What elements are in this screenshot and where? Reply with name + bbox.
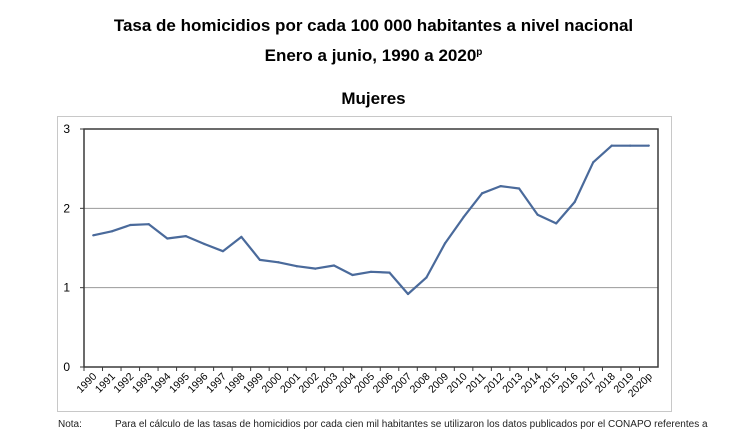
data-point-2013 bbox=[518, 187, 521, 190]
data-point-1990 bbox=[92, 234, 95, 237]
data-point-2010 bbox=[462, 215, 465, 219]
data-point-2018 bbox=[610, 144, 613, 147]
data-point-1998 bbox=[240, 235, 243, 238]
data-point-2005 bbox=[369, 270, 373, 273]
chart-title: Tasa de homicidios por cada 100 000 habi… bbox=[113, 16, 634, 35]
data-point-2001 bbox=[295, 265, 299, 268]
y-tick-label: 0 bbox=[63, 360, 70, 374]
chart-subtitle: Enero a junio, 1990 a 2020p bbox=[0, 46, 747, 66]
data-point-1992 bbox=[129, 223, 132, 227]
chart-frame bbox=[57, 116, 672, 412]
plot-area-border bbox=[83, 128, 659, 368]
data-point-1993 bbox=[147, 223, 150, 226]
data-point-2011 bbox=[480, 192, 484, 195]
data-points bbox=[92, 144, 650, 296]
y-axis: 0 1 2 3 bbox=[63, 122, 84, 374]
grid-layer bbox=[84, 207, 658, 289]
data-point-1997 bbox=[221, 250, 224, 253]
data-point-2006 bbox=[388, 271, 391, 274]
data-point-1994 bbox=[166, 237, 169, 240]
subtitle-text: Enero a junio, 1990 a 2020 bbox=[264, 46, 477, 65]
data-point-2014 bbox=[536, 213, 539, 216]
data-point-2015 bbox=[555, 222, 558, 225]
data-point-2004 bbox=[351, 273, 354, 277]
y-tick-label: 1 bbox=[63, 281, 70, 295]
data-point-1996 bbox=[203, 242, 206, 246]
note-label: Nota: bbox=[58, 419, 82, 430]
data-point-2007 bbox=[406, 292, 410, 296]
data-point-2008 bbox=[425, 276, 428, 279]
data-point-1999 bbox=[258, 258, 262, 261]
data-point-2000 bbox=[277, 261, 280, 264]
y-tick-label: 2 bbox=[63, 201, 70, 215]
data-point-2019 bbox=[629, 144, 632, 147]
data-point-2002 bbox=[314, 267, 317, 270]
y-tick-label: 3 bbox=[63, 122, 70, 136]
data-point-2003 bbox=[332, 264, 336, 267]
series-title: Mujeres bbox=[341, 89, 406, 108]
x-axis: 1990199119921993199419951996199719981999… bbox=[74, 367, 655, 400]
data-point-2020p bbox=[647, 144, 650, 147]
note-text: Para el cálculo de las tasas de homicidi… bbox=[115, 419, 708, 430]
preliminary-superscript: p bbox=[476, 47, 483, 58]
data-point-2012 bbox=[499, 185, 502, 188]
data-point-1995 bbox=[184, 235, 187, 238]
data-point-1991 bbox=[110, 230, 113, 233]
data-point-2017 bbox=[592, 161, 595, 164]
data-point-2009 bbox=[443, 242, 447, 245]
data-point-2016 bbox=[573, 200, 576, 204]
